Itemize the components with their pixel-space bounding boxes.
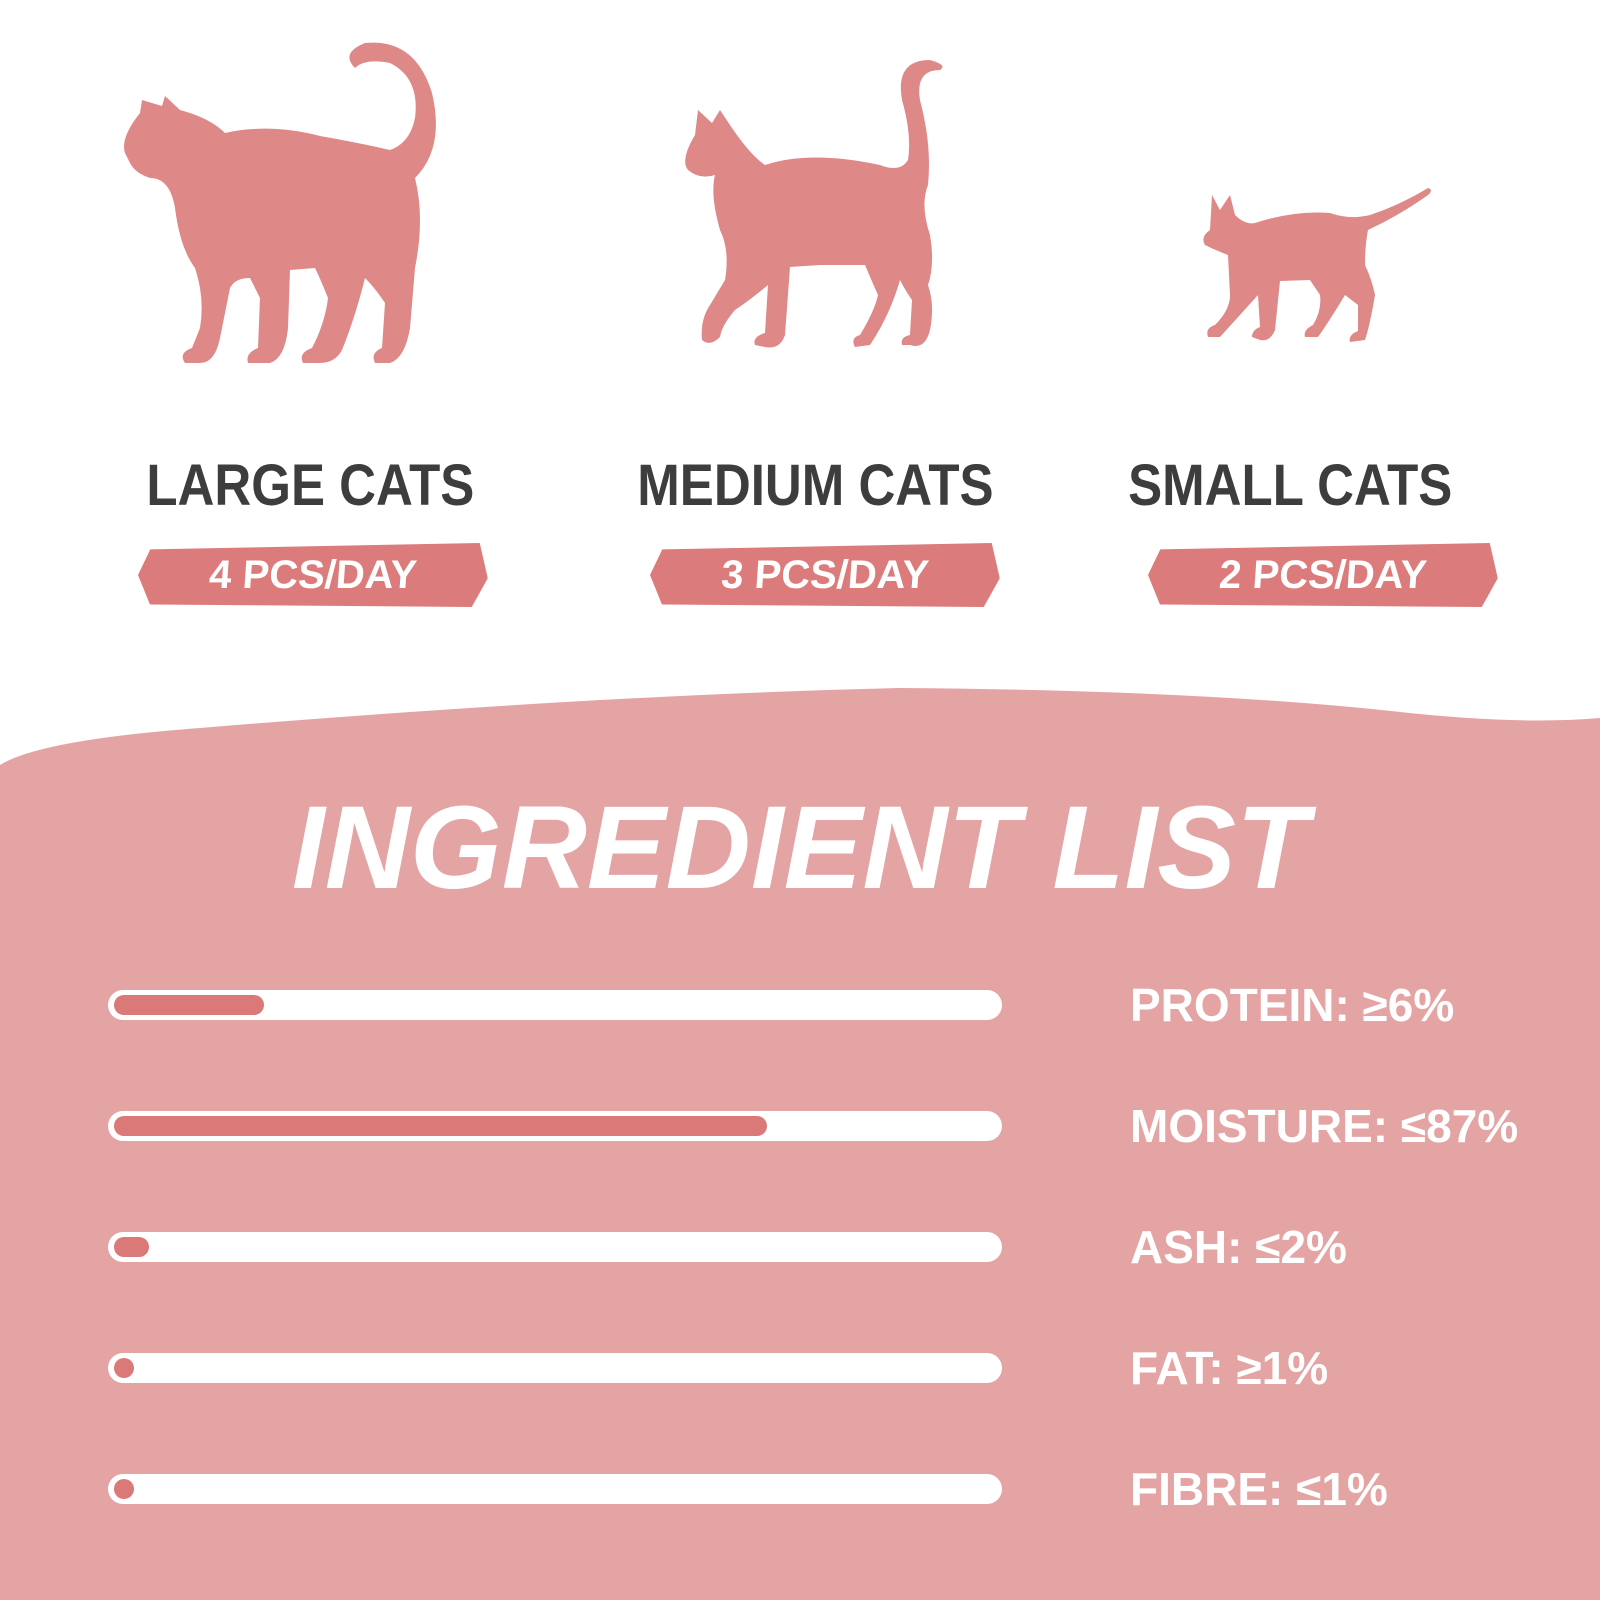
ingredient-bar-track xyxy=(108,1232,1002,1262)
ingredient-bar-track xyxy=(108,1353,1002,1383)
ingredient-bar-track xyxy=(108,1474,1002,1504)
ingredient-label: ASH: ≤2% xyxy=(1130,1221,1347,1273)
size-title-medium: MEDIUM CATS xyxy=(585,452,1045,519)
size-title-large-text: LARGE CATS xyxy=(146,453,474,518)
large-cat-icon xyxy=(124,42,436,363)
size-title-large: LARGE CATS xyxy=(80,452,540,519)
ingredient-bar-fill xyxy=(114,1358,134,1378)
size-title-small: SMALL CATS xyxy=(1060,452,1520,519)
small-cat-icon xyxy=(1203,188,1431,342)
ingredient-bar-track xyxy=(108,990,1002,1020)
medium-cat-icon xyxy=(685,60,943,348)
ingredient-label: FIBRE: ≤1% xyxy=(1130,1463,1388,1515)
ingredient-label: MOISTURE: ≤87% xyxy=(1130,1100,1519,1152)
size-title-small-text: SMALL CATS xyxy=(1127,453,1453,518)
ingredient-bar-fill xyxy=(114,1479,134,1499)
ingredient-label: FAT: ≥1% xyxy=(1130,1342,1329,1394)
ingredient-label: PROTEIN: ≥6% xyxy=(1130,979,1455,1031)
ingredient-bar-fill xyxy=(114,995,264,1015)
ingredient-bar-track xyxy=(108,1111,1002,1141)
ingredient-bar-fill xyxy=(114,1116,767,1136)
size-title-medium-text: MEDIUM CATS xyxy=(636,453,994,518)
ingredient-bar-fill xyxy=(114,1237,150,1257)
ingredient-list-heading: INGREDIENT LIST xyxy=(291,782,1309,914)
